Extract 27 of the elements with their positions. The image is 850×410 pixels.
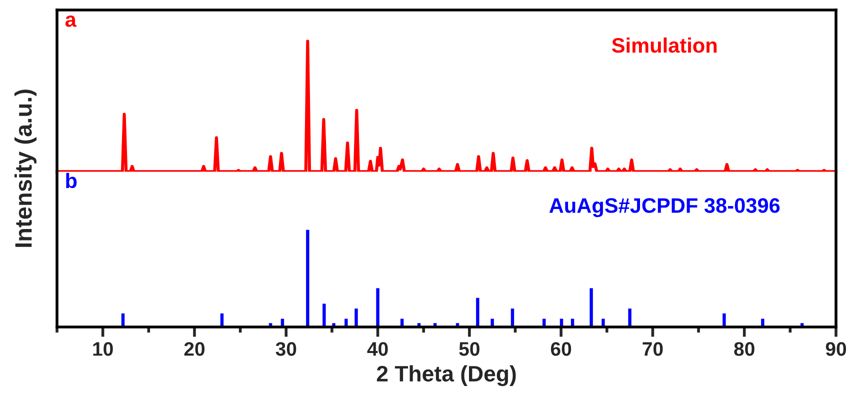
annotation: Simulation [612,37,717,53]
bar [344,318,348,327]
bar [354,308,358,327]
bar [602,318,605,327]
bar [628,308,632,327]
x-tick-label: 70 [642,342,663,356]
y-axis-title: Intensity (a.u.) [14,90,37,247]
bar [761,318,764,327]
x-axis-title: 2 Theta (Deg) [376,365,516,386]
x-tick-label: 10 [93,342,113,356]
x-tick-label: 40 [367,342,388,356]
x-tick-label: 60 [550,342,572,356]
x-tick-label: 80 [734,342,754,356]
bar [590,288,593,327]
bar [376,288,380,327]
x-tick-label: 30 [276,342,296,356]
x-tick-label: 20 [184,342,204,356]
x-tick-label: 90 [826,342,846,356]
bar [306,230,310,327]
text: AuAgS#JCPDF 38-0396 [549,198,780,218]
x-tick-label: 50 [459,342,480,356]
text: a [65,15,77,27]
bar [322,304,326,327]
bar [476,298,480,327]
bar [490,318,494,327]
bar [722,313,726,327]
text: b [66,172,77,188]
